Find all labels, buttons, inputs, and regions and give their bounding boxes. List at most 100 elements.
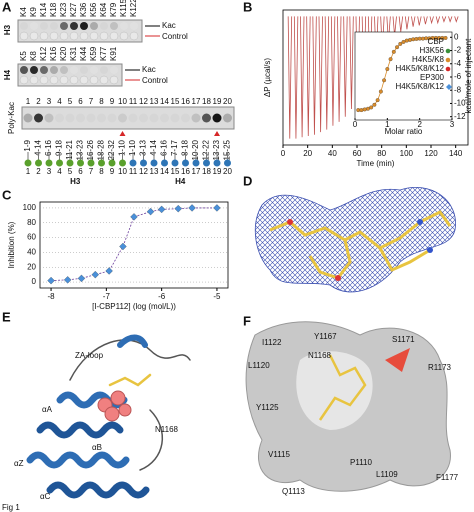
lane-number: 13 — [150, 97, 159, 106]
lane-label: K77 — [99, 46, 108, 61]
peptide-number: 20 — [223, 167, 232, 176]
blot-spot — [30, 66, 38, 74]
poly-label: Poly-Kac — [7, 102, 16, 134]
blot-spot — [40, 66, 48, 74]
blot-spot — [34, 113, 43, 123]
peptide-label: 4-14 — [34, 139, 43, 156]
x-axis-label: Molar ratio — [385, 127, 423, 136]
legend-marker — [445, 66, 451, 72]
peptide-dot — [56, 159, 63, 167]
lane-number: 19 — [213, 97, 222, 106]
lane-label: K4 — [19, 7, 28, 17]
x-tick-label: 120 — [424, 149, 438, 158]
peptide-label: 15-25 — [223, 139, 232, 160]
legend-marker — [446, 84, 452, 90]
x-tick-label: 1 — [385, 120, 390, 129]
peptide-dot — [24, 159, 32, 167]
y-tick-label: -8 — [454, 85, 462, 94]
peptide-dot — [140, 159, 147, 167]
data-point — [91, 270, 100, 279]
peptide-number: 15 — [171, 167, 180, 176]
panel-label: E — [2, 309, 11, 324]
peptide-number: 6 — [78, 167, 83, 176]
data-point — [414, 36, 419, 41]
blot-spot — [110, 22, 118, 30]
lane-number: 12 — [139, 97, 148, 106]
blot-spot — [128, 113, 138, 123]
peptide-label: 6-16 — [44, 139, 53, 156]
density-map — [255, 187, 456, 293]
peptide-label: 18-28 — [97, 139, 106, 160]
control-spot — [99, 75, 109, 85]
blot-spot — [139, 113, 148, 123]
blot-spot — [20, 22, 28, 30]
blot-spot — [70, 66, 78, 74]
x-tick-label: 100 — [400, 149, 414, 158]
peptide-number: 9 — [110, 167, 115, 176]
data-point — [404, 38, 409, 43]
surface-structure — [245, 321, 451, 492]
structure-label: αA — [42, 405, 53, 414]
data-point — [174, 204, 182, 213]
lane-number: 10 — [118, 97, 127, 106]
x-axis-label: [I-CBP112] (log (mol/L)) — [92, 302, 176, 311]
legend-header: CBP — [428, 37, 444, 46]
injection-peak — [423, 16, 428, 25]
data-point — [385, 67, 390, 72]
x-tick-label: -5 — [213, 292, 221, 301]
blot-spot — [181, 113, 190, 123]
data-point — [119, 242, 127, 251]
lane-label: K27 — [69, 2, 78, 17]
lane-label: K44 — [79, 46, 88, 61]
peptide-number: 3 — [47, 167, 52, 176]
peptide-label: 1-10 — [128, 139, 137, 156]
peptide-dot — [150, 159, 158, 167]
blot-spot — [110, 66, 118, 74]
lane-number: 2 — [36, 97, 41, 106]
injection-peak — [324, 16, 330, 130]
peptide-number: 13 — [150, 167, 159, 176]
injection-peak — [306, 16, 311, 137]
blot-spot — [170, 113, 180, 123]
lane-number: 16 — [181, 97, 190, 106]
injection-peak — [349, 16, 354, 110]
peptide-label: 7-17 — [170, 139, 179, 156]
data-point — [378, 89, 383, 94]
y-tick-label: -4 — [454, 59, 462, 68]
y-tick-label: 80 — [27, 218, 36, 227]
panel-label: F — [243, 313, 251, 328]
residue-label: L1120 — [248, 361, 270, 370]
injection-peak — [441, 16, 447, 23]
y-tick-label: 60 — [27, 233, 36, 242]
control-spot — [69, 31, 79, 41]
lane-number: 8 — [99, 97, 104, 106]
injection-peak — [330, 16, 336, 126]
lane-number: 7 — [89, 97, 94, 106]
structure-label: αB — [92, 443, 102, 452]
blot-spot — [130, 22, 138, 30]
kac-label: Kac — [142, 65, 156, 74]
x-tick-label: 80 — [377, 149, 386, 158]
lane-label: K91 — [109, 46, 118, 61]
panel-label: B — [243, 0, 252, 14]
data-point — [443, 36, 448, 40]
lane-number: 1 — [26, 97, 31, 106]
data-point — [369, 105, 374, 110]
y-tick-label: 100 — [23, 203, 37, 212]
x-tick-label: -8 — [47, 292, 55, 301]
structure-label: αC — [40, 492, 51, 501]
lane-number: 15 — [171, 97, 180, 106]
blot-spot — [100, 66, 108, 74]
peptide-dot — [98, 159, 105, 167]
injection-peak — [293, 16, 299, 139]
data-point — [146, 207, 155, 216]
data-point — [188, 204, 196, 212]
control-spot — [49, 31, 59, 41]
histone-label: H3 — [3, 24, 12, 35]
x-tick-label: -7 — [103, 292, 111, 301]
peptide-label: 12-22 — [202, 139, 211, 160]
data-point — [105, 267, 113, 275]
data-point — [47, 276, 55, 285]
plot-frame — [282, 9, 469, 146]
peptide-number: 4 — [57, 167, 62, 176]
